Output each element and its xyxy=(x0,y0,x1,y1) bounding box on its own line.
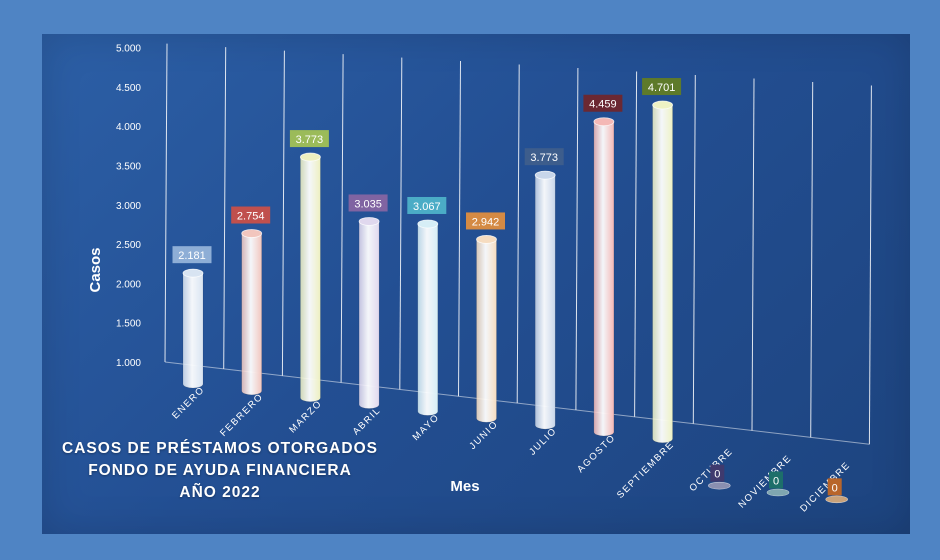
gridline-vertical xyxy=(340,54,344,383)
data-label: 0 xyxy=(773,476,779,488)
bar-top-julio xyxy=(534,170,556,180)
data-label: 3.773 xyxy=(530,152,558,164)
y-tick-label: 1.000 xyxy=(116,358,141,369)
data-label: 2.942 xyxy=(472,216,500,228)
y-tick-label: 5.000 xyxy=(116,44,141,55)
y-tick-labels: 1.000 1.500 2.000 2.500 3.000 3.500 4.000 4.500… xyxy=(116,44,141,369)
data-label-box xyxy=(524,148,564,166)
data-label: 3.067 xyxy=(413,201,441,213)
bar-enero xyxy=(182,272,204,389)
x-tick-label: ENERO xyxy=(170,384,207,421)
x-tick-label: DICIEMBRE xyxy=(798,460,853,515)
bar-agosto xyxy=(593,121,615,437)
bar-junio xyxy=(476,239,497,423)
gridline-vertical xyxy=(516,64,520,404)
gridline-vertical xyxy=(223,47,227,369)
gridline-vertical xyxy=(868,85,872,445)
gridline-vertical xyxy=(575,68,579,410)
bar-top-junio xyxy=(476,235,497,244)
x-tick-label: JULIO xyxy=(527,425,559,457)
data-label-box xyxy=(289,130,329,148)
gridline-vertical xyxy=(692,75,696,424)
data-label-box xyxy=(172,246,212,264)
data-label: 0 xyxy=(832,482,838,494)
data-label-box xyxy=(407,196,447,214)
x-tick-label: AGOSTO xyxy=(575,432,618,475)
y-tick-label: 2.500 xyxy=(116,240,141,251)
x-tick-label: MARZO xyxy=(287,398,324,435)
data-label-box xyxy=(827,478,842,496)
y-tick-label: 3.500 xyxy=(116,162,141,173)
x-tick-label: NOVIEMBRE xyxy=(736,453,794,511)
chart-title-line-2: FONDO DE AYUDA FINANCIERA xyxy=(88,462,352,479)
bar-top-mayo xyxy=(417,219,439,229)
bar-top-abril xyxy=(358,217,380,226)
bar-top-agosto xyxy=(593,117,615,127)
y-tick-label: 4.000 xyxy=(116,122,141,133)
bar-top-febrero xyxy=(241,229,263,238)
y-axis-label: Casos xyxy=(87,247,104,292)
chart-title-line-1: CASOS DE PRÉSTAMOS OTORGADOS xyxy=(62,440,378,457)
bar-marzo xyxy=(300,156,321,402)
bar-septiembre xyxy=(652,104,673,444)
data-labels-layer: 2.181 2.754 3.773 3.035 3.067 2.942 3.773 4.459… xyxy=(172,78,842,496)
bar-noviembre xyxy=(766,488,790,497)
x-axis-label: Mes xyxy=(450,478,479,495)
data-label: 4.701 xyxy=(648,82,676,94)
y-tick-label: 1.500 xyxy=(116,319,141,330)
bars-layer xyxy=(182,100,849,504)
data-label-box xyxy=(710,464,725,482)
bar-top-septiembre xyxy=(652,100,673,110)
y-tick-label: 2.000 xyxy=(116,279,141,290)
data-label-box xyxy=(466,212,505,230)
chart-title: CASOS DE PRÉSTAMOS OTORGADOS FONDO DE AY… xyxy=(60,438,380,504)
bar-julio xyxy=(534,174,556,430)
data-label: 3.035 xyxy=(354,198,382,210)
chart-title-line-3: AÑO 2022 xyxy=(179,484,261,501)
floor-line xyxy=(164,361,870,445)
data-label-box xyxy=(583,94,623,112)
x-tick-label: ABRIL xyxy=(351,405,384,438)
gridline-vertical xyxy=(751,78,755,431)
gridline-vertical xyxy=(810,81,814,438)
y-tick-label: 4.500 xyxy=(116,83,141,94)
bar-octubre xyxy=(707,481,731,490)
gridline-vertical xyxy=(634,71,638,417)
data-label: 2.181 xyxy=(178,250,206,262)
gridline-vertical xyxy=(164,43,168,363)
bar-febrero xyxy=(241,233,262,396)
data-label-box xyxy=(642,78,682,96)
data-label: 0 xyxy=(714,469,720,481)
x-tick-label: SEPTIEMBRE xyxy=(615,439,677,501)
y-tick-label: 3.000 xyxy=(116,201,141,212)
data-label-box xyxy=(348,194,388,212)
x-tick-label: JUNIO xyxy=(467,419,500,452)
x-tick-label: MAYO xyxy=(411,412,442,443)
data-label: 3.773 xyxy=(296,134,324,146)
gridline-vertical xyxy=(399,57,403,390)
data-label-box xyxy=(231,206,271,224)
bar-diciembre xyxy=(825,495,849,504)
data-label-box xyxy=(769,471,783,489)
grid-layer xyxy=(164,43,872,445)
data-label: 2.754 xyxy=(237,211,265,223)
bar-top-enero xyxy=(182,268,204,278)
gridline-vertical xyxy=(281,50,285,376)
data-label: 4.459 xyxy=(589,99,617,111)
x-tick-label: FEBRERO xyxy=(218,391,266,439)
gridline-vertical xyxy=(458,61,461,397)
bar-top-marzo xyxy=(299,152,321,162)
bar-mayo xyxy=(417,223,439,416)
bar-abril xyxy=(358,221,380,409)
